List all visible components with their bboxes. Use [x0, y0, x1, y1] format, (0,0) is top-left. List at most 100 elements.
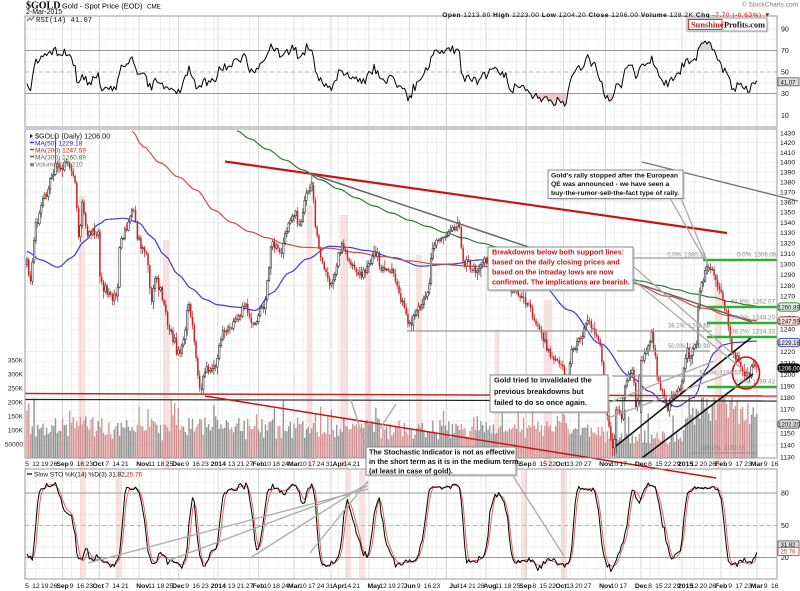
- svg-text:2015: 2015: [678, 583, 693, 590]
- svg-text:24: 24: [317, 583, 325, 590]
- svg-text:17: 17: [308, 461, 316, 468]
- svg-text:21: 21: [237, 583, 245, 590]
- svg-text:16: 16: [192, 461, 200, 468]
- svg-text:14: 14: [344, 461, 352, 468]
- svg-text:Breakdowns below both support: Breakdowns below both support lines:: [492, 248, 624, 257]
- svg-text:25.76: 25.76: [126, 472, 143, 479]
- svg-text:in the short term as it is in: in the short term as it is in the medium…: [369, 457, 518, 466]
- svg-text:23: 23: [201, 461, 209, 468]
- svg-text:26: 26: [709, 461, 717, 468]
- svg-text:Oct: Oct: [555, 583, 567, 590]
- svg-text:Mar: Mar: [751, 461, 763, 468]
- svg-text:13: 13: [566, 583, 574, 590]
- svg-text:21: 21: [121, 461, 129, 468]
- svg-text:9: 9: [728, 461, 732, 468]
- svg-text:16: 16: [771, 461, 779, 468]
- svg-text:20: 20: [700, 461, 708, 468]
- svg-text:9: 9: [728, 583, 732, 590]
- svg-text:1190: 1190: [780, 383, 795, 390]
- svg-text:15: 15: [539, 461, 547, 468]
- svg-text:Mar: Mar: [751, 583, 763, 590]
- svg-text:24: 24: [317, 461, 325, 468]
- svg-text:38.2%: 1234.33: 38.2%: 1234.33: [731, 329, 776, 336]
- svg-text:21: 21: [468, 583, 476, 590]
- svg-text:Oct: Oct: [93, 461, 105, 468]
- svg-text:14: 14: [344, 583, 352, 590]
- svg-text:23: 23: [744, 583, 752, 590]
- svg-text:22: 22: [664, 583, 672, 590]
- svg-text:80: 80: [781, 491, 789, 498]
- svg-text:250K: 250K: [8, 386, 24, 393]
- svg-text:Nov: Nov: [136, 583, 149, 590]
- svg-text:5: 5: [25, 461, 29, 468]
- svg-text:20: 20: [781, 555, 789, 562]
- svg-text:Dec: Dec: [172, 583, 185, 590]
- svg-text:Mar: Mar: [288, 583, 300, 590]
- svg-text:buy-the-rumor-sell-the-fact ty: buy-the-rumor-sell-the-fact type of rall…: [551, 190, 679, 197]
- svg-text:16: 16: [77, 461, 85, 468]
- svg-text:Nov: Nov: [136, 461, 149, 468]
- svg-text:14: 14: [112, 461, 120, 468]
- svg-text:12: 12: [379, 583, 387, 590]
- svg-text:200K: 200K: [8, 400, 24, 407]
- svg-text:25.76: 25.76: [780, 550, 796, 556]
- svg-text:1360: 1360: [780, 200, 795, 207]
- svg-text:Sep: Sep: [519, 583, 531, 590]
- svg-text:1220: 1220: [780, 349, 795, 356]
- svg-text:The Stochastic Indicator is no: The Stochastic Indicator is not as effec…: [369, 448, 515, 457]
- svg-text:Profits.com: Profits.com: [724, 21, 765, 30]
- svg-text:21: 21: [237, 461, 245, 468]
- svg-text:31: 31: [326, 461, 334, 468]
- svg-text:21: 21: [353, 461, 361, 468]
- svg-text:Sep: Sep: [519, 461, 531, 468]
- svg-text:7: 7: [105, 461, 109, 468]
- svg-text:23: 23: [744, 461, 752, 468]
- svg-text:1200: 1200: [780, 372, 795, 379]
- svg-text:1380: 1380: [780, 179, 795, 186]
- svg-text:© StockCharts.com: © StockCharts.com: [742, 1, 798, 9]
- svg-text:9: 9: [70, 461, 74, 468]
- svg-text:1300: 1300: [780, 262, 795, 269]
- svg-text:25: 25: [166, 583, 174, 590]
- svg-text:10: 10: [299, 461, 307, 468]
- svg-text:1229.18: 1229.18: [778, 341, 800, 347]
- svg-text:1340: 1340: [780, 220, 795, 227]
- svg-text:based on the daily closing pri: based on the daily closing prices and: [492, 258, 620, 267]
- svg-text:MA(200) 1247.59: MA(200) 1247.59: [35, 148, 86, 155]
- svg-text:Gold's rally stopped after the: Gold's rally stopped after the European: [551, 173, 678, 180]
- svg-text:Feb: Feb: [715, 461, 727, 468]
- svg-text:2-Mar-2015: 2-Mar-2015: [26, 9, 62, 16]
- svg-text:7: 7: [105, 583, 109, 590]
- svg-text:20: 20: [700, 583, 708, 590]
- svg-text:15: 15: [655, 461, 663, 468]
- svg-text:61.8%: 1194.63: 61.8%: 1194.63: [699, 371, 741, 377]
- svg-text:9: 9: [185, 583, 189, 590]
- svg-text:90: 90: [781, 27, 789, 34]
- svg-text:1202.20: 1202.20: [778, 422, 800, 428]
- svg-text:2015: 2015: [678, 461, 693, 468]
- svg-text:23: 23: [86, 461, 94, 468]
- svg-text:17: 17: [735, 583, 743, 590]
- svg-text:10: 10: [299, 583, 307, 590]
- svg-text:18: 18: [272, 461, 280, 468]
- svg-text:1320: 1320: [780, 241, 795, 248]
- svg-text:24: 24: [281, 583, 289, 590]
- svg-text:Dec: Dec: [635, 461, 648, 468]
- svg-text:(at least in case of gold).: (at least in case of gold).: [369, 467, 453, 476]
- svg-text:23: 23: [433, 583, 441, 590]
- svg-text:12: 12: [691, 461, 699, 468]
- svg-text:10: 10: [264, 583, 272, 590]
- svg-text:50000: 50000: [5, 442, 23, 449]
- svg-text:CME: CME: [147, 4, 161, 11]
- svg-text:Jun: Jun: [404, 583, 416, 590]
- svg-text:MA(300) 1260.89: MA(300) 1260.89: [35, 155, 86, 162]
- svg-text:16: 16: [771, 583, 779, 590]
- svg-text:41.07: 41.07: [780, 80, 796, 86]
- svg-text:100K: 100K: [8, 428, 24, 435]
- svg-text:11: 11: [495, 583, 502, 590]
- svg-text:Oct: Oct: [555, 461, 567, 468]
- svg-text:10: 10: [781, 113, 789, 120]
- svg-text:Slow STO %K(14) %D(3) 31.82,: Slow STO %K(14) %D(3) 31.82,: [34, 472, 127, 479]
- svg-text:Apr: Apr: [333, 461, 345, 468]
- svg-text:QE was announced - we have see: QE was announced - we have seen a: [551, 181, 669, 188]
